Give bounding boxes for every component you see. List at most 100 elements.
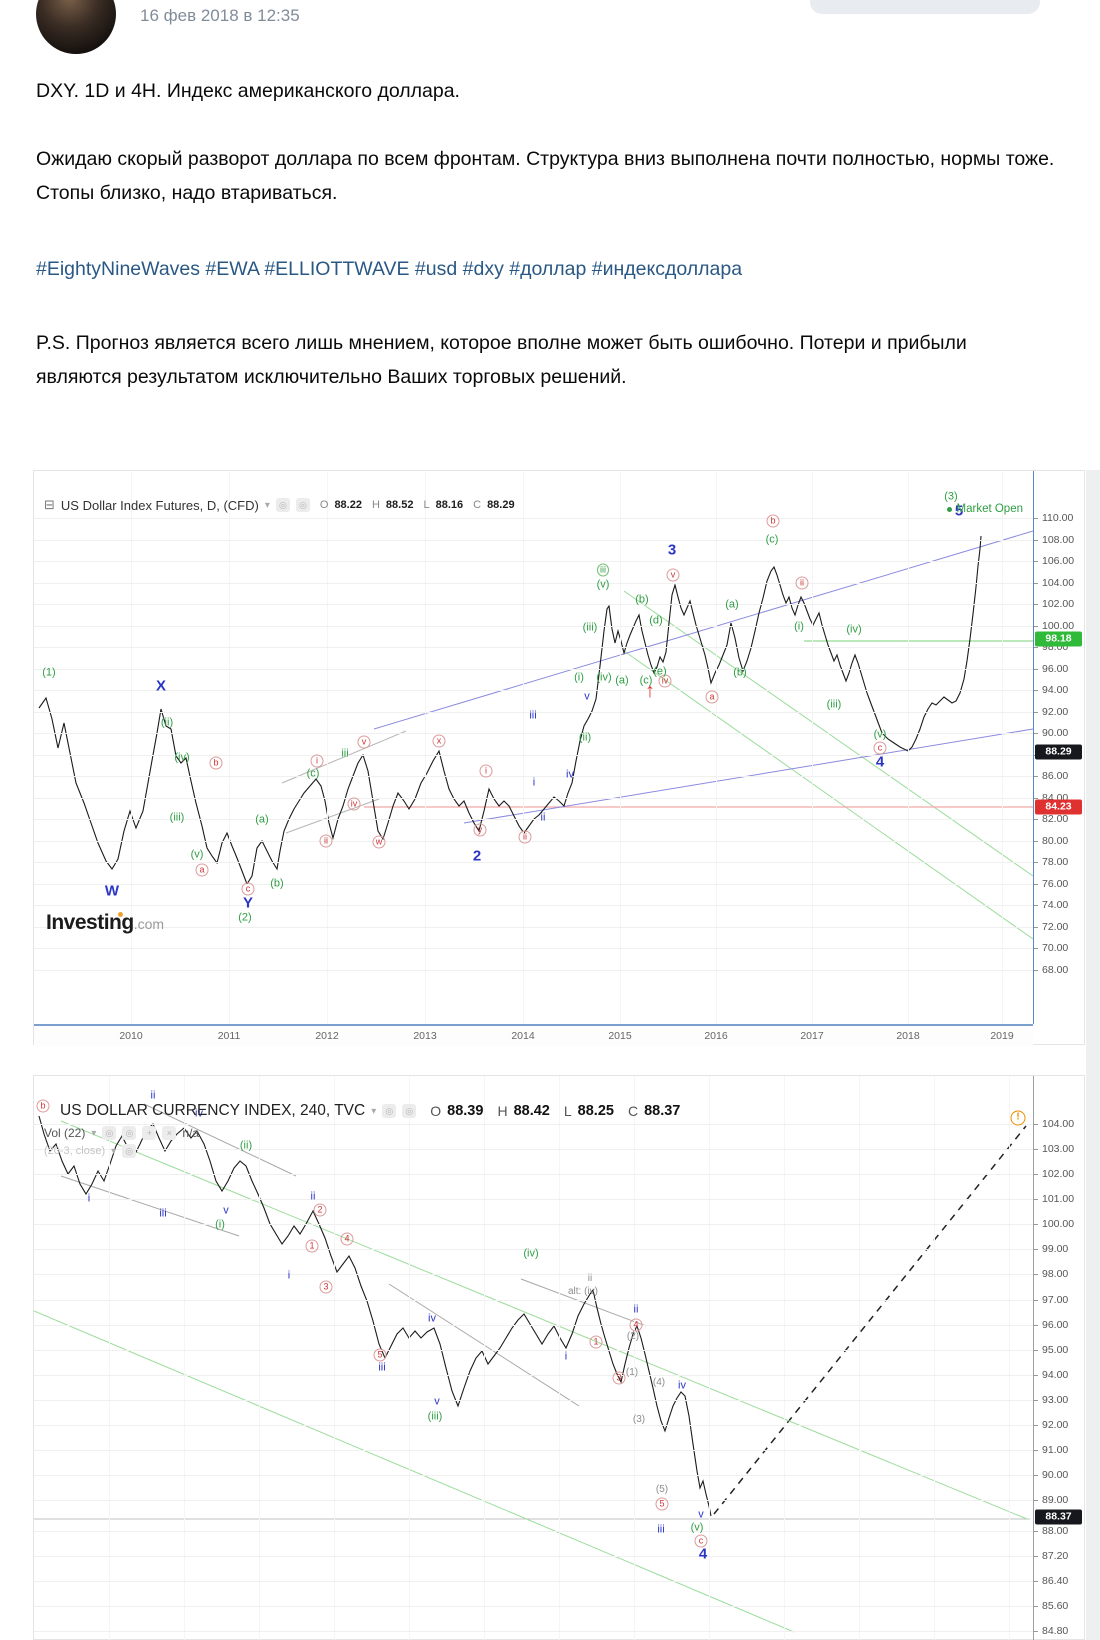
- wave-annotation: ii: [540, 811, 546, 824]
- wave-annotation: W: [104, 882, 120, 900]
- gridline-vertical: [1002, 471, 1003, 1024]
- axis-tick: [1034, 583, 1038, 584]
- axis-tick: [1034, 1531, 1038, 1532]
- wave-annotation: x: [432, 734, 446, 748]
- wave-annotation: v: [434, 1395, 440, 1408]
- gridline-horizontal: [34, 970, 1033, 971]
- wave-annotation: y: [473, 823, 487, 837]
- wave-annotation: (iv): [523, 1247, 539, 1260]
- wave-annotation: 3: [319, 1280, 333, 1294]
- wave-annotation: (v): [596, 578, 610, 591]
- high-label: H: [497, 1103, 508, 1119]
- axis-tick-label: 103.00: [1042, 1143, 1075, 1155]
- gridline-horizontal: [34, 905, 1033, 906]
- wave-annotation: 4: [875, 753, 885, 771]
- post-timestamp[interactable]: 16 фев 2018 в 12:35: [140, 6, 300, 25]
- market-open-dot-icon: [946, 506, 952, 512]
- axis-tick-label: 100.00: [1042, 620, 1075, 632]
- wave-annotation: iv: [428, 1312, 436, 1325]
- axis-tick-label: 68.00: [1042, 964, 1069, 976]
- gridline-horizontal: [34, 1475, 1033, 1476]
- axis-tick-label: 95.00: [1042, 1344, 1069, 1356]
- axis-tick: [1034, 1450, 1038, 1451]
- wave-annotation: v: [357, 735, 371, 749]
- open-label: O: [430, 1103, 442, 1119]
- chevron-down-icon: ▾: [264, 499, 270, 511]
- wave-annotation: (4): [652, 1377, 666, 1388]
- axis-tick-label: 92.00: [1042, 706, 1069, 718]
- gridline-horizontal: [34, 1500, 1033, 1501]
- low-value: 88.16: [435, 499, 464, 511]
- chart2-price-axis[interactable]: 104.00 103.00 102.00 101.00 100.00 99.00 98.00…: [1033, 1076, 1086, 1640]
- open-label: O: [319, 499, 329, 511]
- chart1-legend: ⊟ US Dollar Index Futures, D, (CFD) ▾ ◎ …: [44, 497, 515, 513]
- wave-annotation: 4: [629, 1318, 643, 1332]
- post-hashtags[interactable]: #EightyNineWaves #EWA #ELLIOTTWAVE #usd …: [36, 258, 743, 280]
- wave-annotation: i: [564, 1350, 568, 1363]
- axis-tick-label: 87.20: [1042, 1550, 1069, 1562]
- axis-tick: [1034, 1174, 1038, 1175]
- wave-annotation: b: [766, 514, 780, 528]
- low-value: 88.25: [577, 1103, 614, 1119]
- axis-tick-label: 110.00: [1042, 512, 1074, 524]
- gridline-vertical: [409, 1076, 410, 1640]
- wave-annotation: (b): [635, 593, 649, 606]
- gridline-horizontal: [34, 1124, 1033, 1125]
- year-label: 2018: [896, 1030, 920, 1042]
- wave-annotation: w: [372, 835, 386, 849]
- axis-tick-label: 80.00: [1042, 835, 1069, 847]
- wave-annotation: iii: [159, 1207, 167, 1220]
- gridline-horizontal: [34, 1581, 1033, 1582]
- chart1-time-axis[interactable]: 2010 2011 2012 2013 2014 2015 2016 2017 2018 2019: [34, 1024, 1033, 1046]
- year-label: 2012: [315, 1030, 339, 1042]
- wave-annotation: iv: [566, 768, 574, 781]
- wave-annotation: iv: [658, 674, 672, 688]
- gridline-horizontal: [34, 798, 1033, 799]
- axis-tick-label: 76.00: [1042, 878, 1069, 890]
- gridline-vertical: [812, 471, 813, 1024]
- wave-annotation: iii: [341, 747, 349, 760]
- chart-image-4h[interactable]: b ii iv (ii) i iii v (i) ii 2 1 4 3 i (iv) ii alt: (iv) i…: [33, 1075, 1085, 1640]
- trend-line: [520, 1278, 647, 1327]
- axis-tick: [1034, 1199, 1038, 1200]
- wave-annotation: 3: [667, 541, 677, 559]
- wave-annotation: (b): [733, 666, 747, 679]
- axis-tick: [1034, 1249, 1038, 1250]
- wave-annotation: (ii): [578, 731, 592, 744]
- wave-annotation: ii: [795, 576, 809, 590]
- gridline-horizontal: [34, 948, 1033, 949]
- wave-annotation: (2): [238, 911, 252, 924]
- axis-tick-label: 96.00: [1042, 1319, 1069, 1331]
- wave-annotation: (ii): [160, 716, 174, 729]
- axis-tick-label: 98.00: [1042, 1268, 1069, 1280]
- gridline-horizontal: [34, 1325, 1033, 1326]
- gridline-horizontal: [34, 647, 1033, 648]
- gridline-vertical: [559, 1076, 560, 1640]
- axis-tick-label: 90.00: [1042, 727, 1069, 739]
- axis-tick: [1034, 884, 1038, 885]
- trend-line: [60, 1120, 1028, 1520]
- settings-icon: ◎: [295, 498, 310, 512]
- chart2-symbol-title: US DOLLAR CURRENCY INDEX, 240, TVC: [60, 1102, 366, 1119]
- wave-annotation: 2: [313, 1203, 327, 1217]
- avatar[interactable]: [36, 0, 116, 54]
- chart2-plot-area: b ii iv (ii) i iii v (i) ii 2 1 4 3 i (iv) ii alt: (iv) i…: [34, 1076, 1033, 1640]
- chart1-price-axis[interactable]: 110.00 108.00 106.00 104.00 102.00 100.00 98.0…: [1033, 471, 1086, 1024]
- chart2-indicator-row: (20-3, close) ▾ ◎: [44, 1144, 137, 1158]
- axis-tick-label: 93.00: [1042, 1394, 1069, 1406]
- gridline-vertical: [908, 471, 909, 1024]
- wave-annotation: 3: [612, 1371, 626, 1385]
- axis-tick: [1034, 561, 1038, 562]
- axis-tick-label: 101.00: [1042, 1193, 1075, 1205]
- chart1-symbol-title: US Dollar Index Futures, D, (CFD): [60, 497, 259, 513]
- axis-tick: [1034, 647, 1038, 648]
- axis-tick: [1034, 733, 1038, 734]
- wave-annotation: (iii): [169, 811, 185, 824]
- axis-tick-label: 108.00: [1042, 534, 1075, 546]
- gridline-horizontal: [34, 1350, 1033, 1351]
- open-value: 88.22: [334, 499, 362, 511]
- high-label: H: [371, 499, 380, 511]
- axis-tick: [1034, 690, 1038, 691]
- wave-annotation: a: [705, 690, 719, 704]
